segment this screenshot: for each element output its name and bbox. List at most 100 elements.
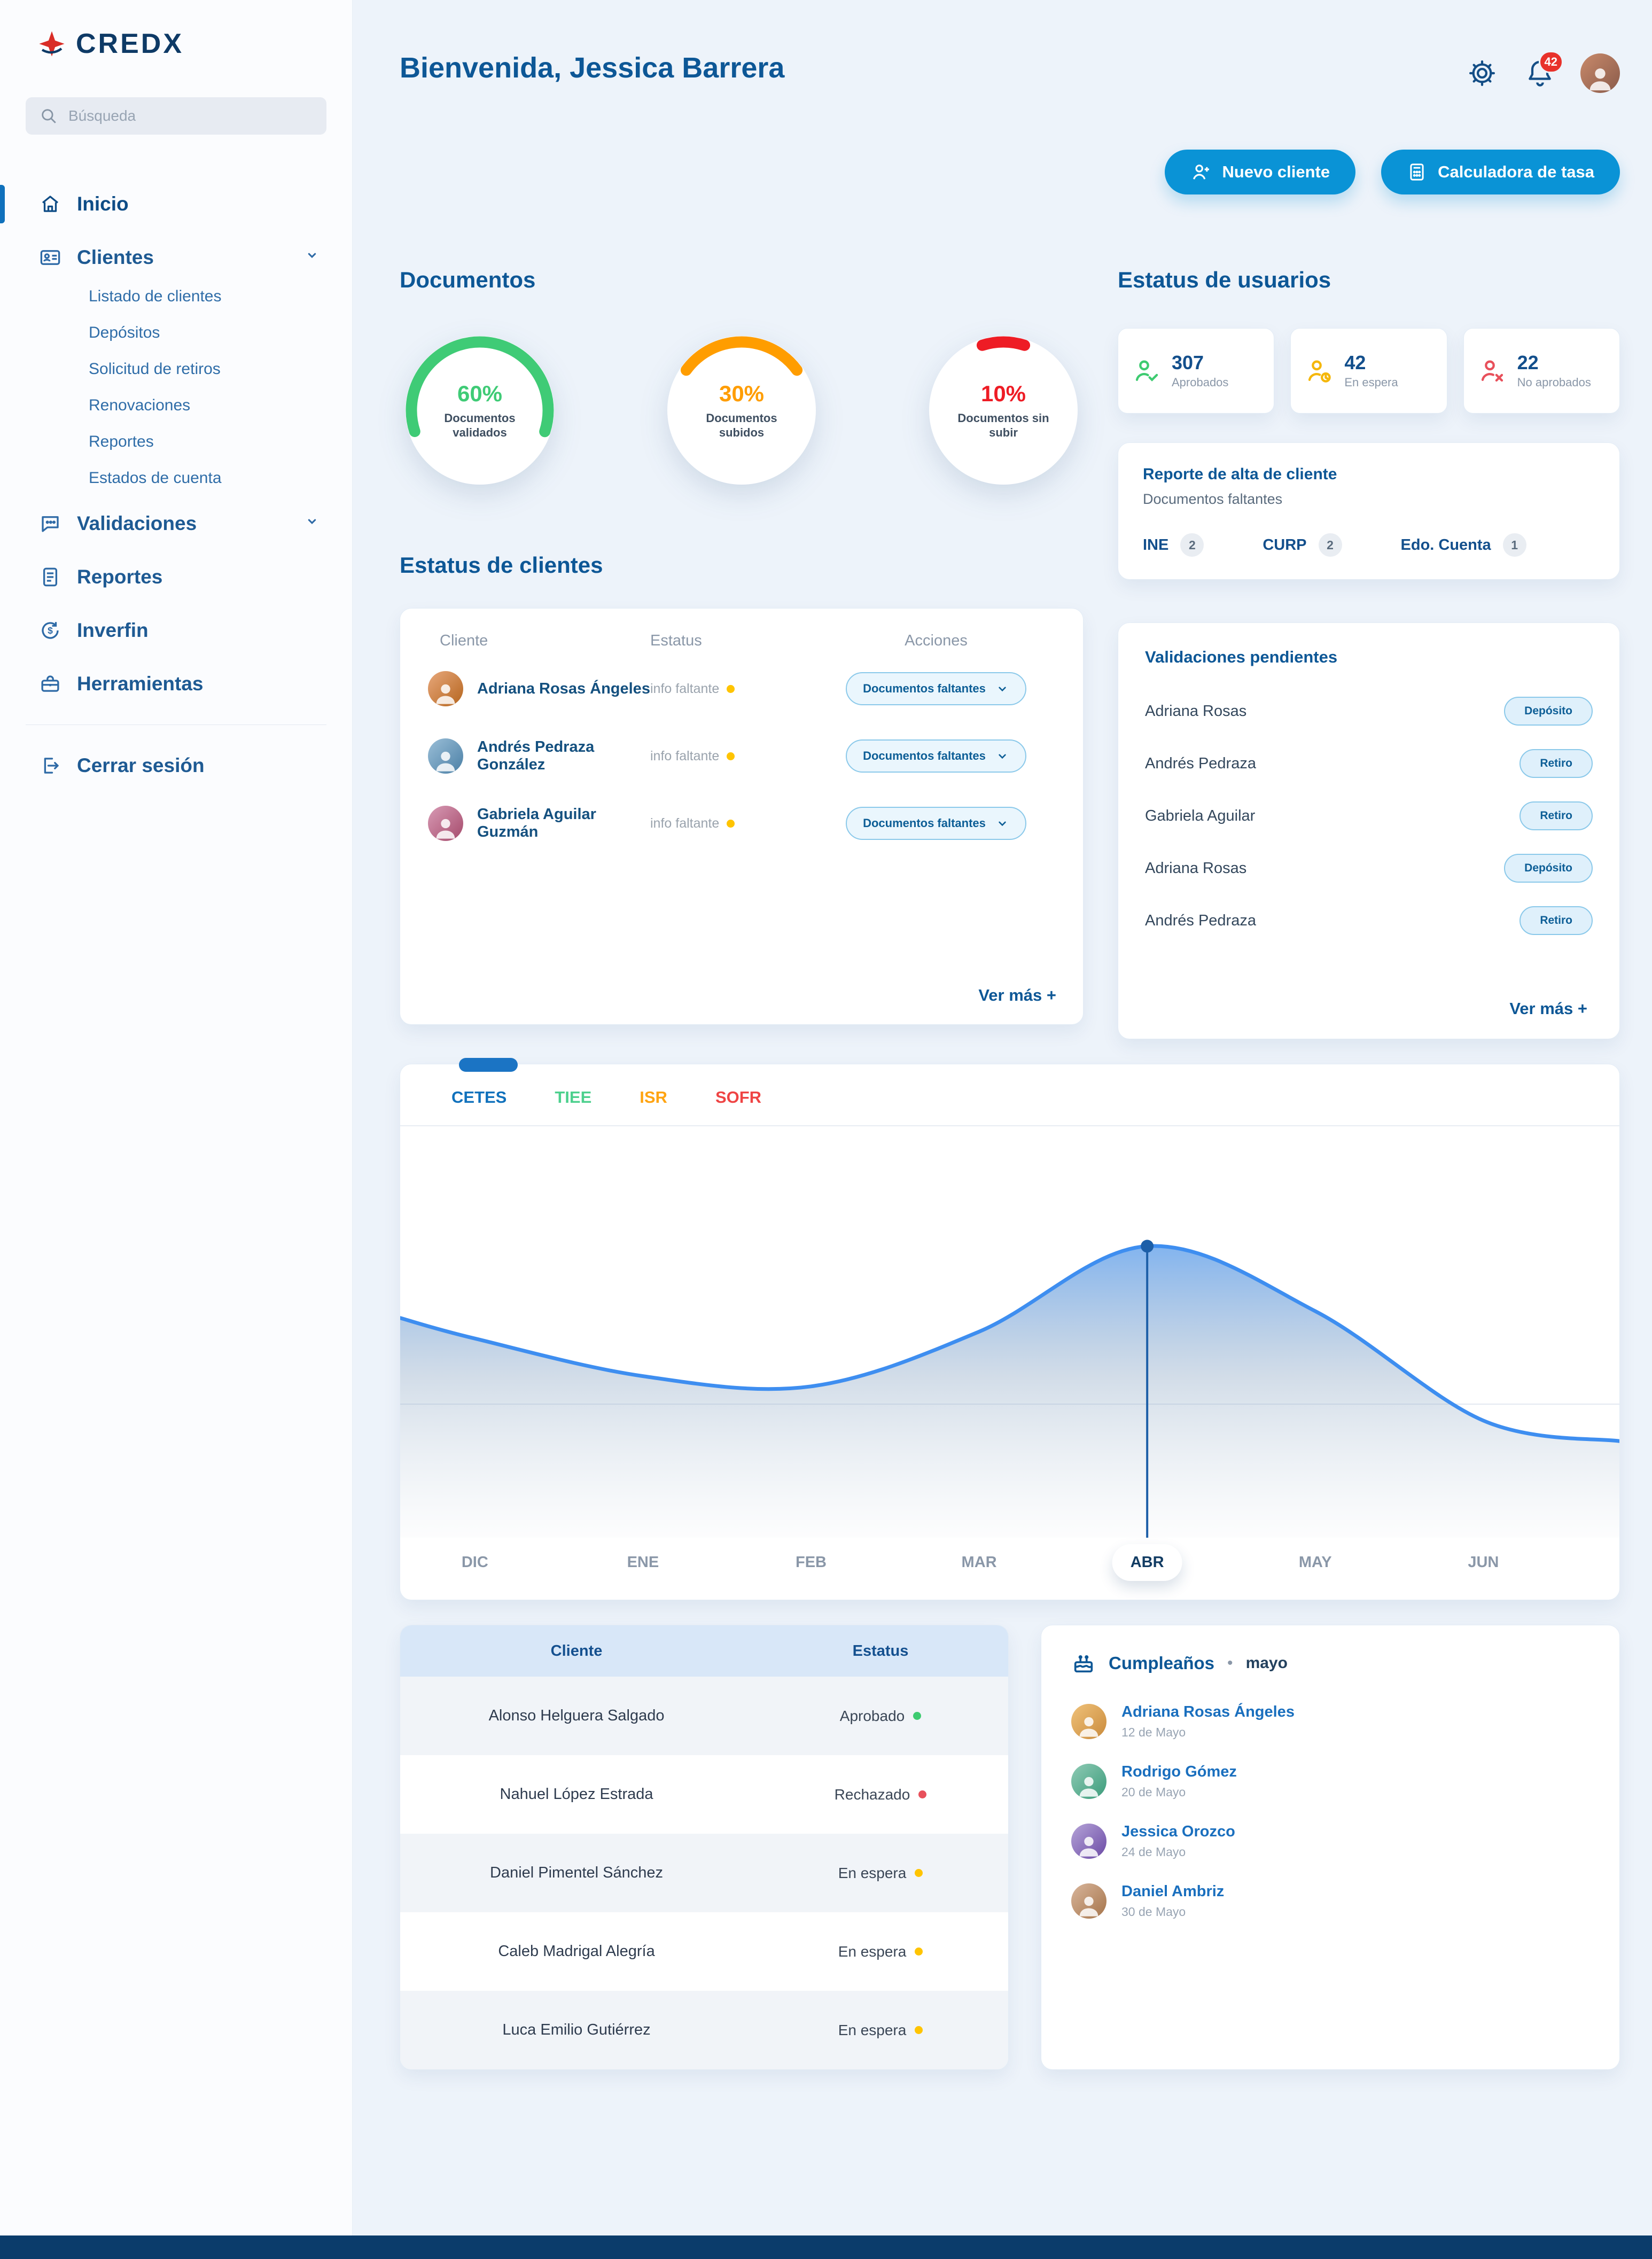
user-name: Jessica Barrera [570,52,784,84]
validation-type-button[interactable]: Retiro [1519,801,1593,830]
clients-icon [37,245,63,270]
person-plus-icon [1190,161,1212,183]
sidebar-item-inverfin[interactable]: $ Inverfin [26,604,326,657]
birthday-name: Daniel Ambriz [1121,1883,1224,1900]
notification-badge: 42 [1539,51,1563,73]
sidebar-subitem-depositos[interactable]: Depósitos [89,324,326,342]
status-dot [915,1948,923,1956]
month-dic[interactable]: DIC [462,1554,488,1571]
sidebar-subitem-estados-de-cuenta[interactable]: Estados de cuenta [89,469,326,487]
documents-donuts: 60% Documentos validados 30% Documentos … [400,330,1084,490]
birthdays-title: Cumpleaños [1109,1653,1214,1673]
search-box[interactable] [26,97,326,135]
tab-isr[interactable]: ISR [640,1088,667,1107]
rate-calculator-button[interactable]: Calculadora de tasa [1381,150,1620,194]
new-client-button[interactable]: Nuevo cliente [1165,150,1356,194]
tab-sofr[interactable]: SOFR [715,1088,761,1107]
table-row[interactable]: Nahuel López Estrada Rechazado [400,1755,1008,1834]
sidebar-item-cerrar-sesion[interactable]: Cerrar sesión [26,739,326,792]
client-name: Caleb Madrigal Alegría [400,1943,753,1960]
user-avatar[interactable] [1580,53,1620,93]
notifications-bell-icon[interactable]: 42 [1523,56,1557,90]
sidebar-item-reportes[interactable]: Reportes [26,550,326,604]
donut-label: Documentos sin subir [951,411,1056,440]
col-cliente: Cliente [400,1642,753,1660]
app-window: CREDX Inicio [0,0,1652,2235]
client-row: Gabriela Aguilar Guzmán info faltante Do… [422,790,1062,857]
list-item[interactable]: Adriana Rosas Ángeles 12 de Mayo [1071,1703,1589,1740]
count-badge: 1 [1503,533,1526,557]
table-row[interactable]: Alonso Helguera Salgado Aprobado [400,1677,1008,1755]
sidebar: CREDX Inicio [0,0,353,2235]
sidebar-item-label: Herramientas [77,673,204,695]
col-estatus: Estatus [753,1642,1008,1660]
documentos-faltantes-button[interactable]: Documentos faltantes [846,672,1026,705]
month-ene[interactable]: ENE [627,1554,659,1571]
validation-row: Andrés Pedraza Retiro [1145,737,1593,790]
documents-title: Documentos [400,267,1084,293]
tab-cetes[interactable]: CETES [451,1088,506,1107]
client-status-label: info faltante [650,681,719,697]
search-input[interactable] [68,107,313,124]
table-row[interactable]: Caleb Madrigal Alegría En espera [400,1912,1008,1991]
stat-card-no-aprobados: 22 No aprobados [1463,328,1620,414]
validation-client-name: Andrés Pedraza [1145,755,1256,773]
month-mar[interactable]: MAR [962,1554,997,1571]
sidebar-subitem-reportes[interactable]: Reportes [89,433,326,451]
month-may[interactable]: MAY [1299,1554,1332,1571]
list-item[interactable]: Rodrigo Gómez 20 de Mayo [1071,1763,1589,1800]
birthdays-month: mayo [1246,1654,1288,1672]
birthday-avatar [1071,1764,1106,1799]
list-item[interactable]: Daniel Ambriz 30 de Mayo [1071,1883,1589,1919]
stat-label: Aprobados [1172,376,1228,390]
stat-label: En espera [1344,376,1398,390]
see-more-link[interactable]: Ver más + [422,986,1062,1005]
table-row[interactable]: Luca Emilio Gutiérrez En espera [400,1991,1008,2069]
month-jun[interactable]: JUN [1468,1554,1499,1571]
sidebar-subitem-renovaciones[interactable]: Renovaciones [89,396,326,415]
report-subtitle: Documentos faltantes [1143,491,1595,508]
birthday-name: Jessica Orozco [1121,1823,1235,1841]
birthdays-header: Cumpleaños • mayo [1071,1651,1589,1676]
topbar: Bienvenida, Jessica Barrera [400,51,1620,93]
chevron-down-icon [303,512,321,535]
settings-gear-icon[interactable] [1465,56,1499,90]
report-item-ine: INE 2 [1143,533,1204,557]
see-more-link[interactable]: Ver más + [1145,999,1593,1018]
validation-type-button[interactable]: Depósito [1504,854,1593,883]
brand-star-icon [37,29,66,58]
validation-type-button[interactable]: Retiro [1519,906,1593,935]
sidebar-item-validaciones[interactable]: Validaciones [26,497,326,550]
action-label: Documentos faltantes [863,816,986,830]
month-feb[interactable]: FEB [796,1554,827,1571]
sidebar-item-inicio[interactable]: Inicio [26,177,326,231]
month-axis: DIC ENE FEB MAR ABR MAY JUN [400,1538,1619,1600]
list-item[interactable]: Jessica Orozco 24 de Mayo [1071,1823,1589,1859]
tab-tiee[interactable]: TIEE [555,1088,591,1107]
client-name: Adriana Rosas Ángeles [477,680,650,698]
clients-table-header: Cliente Estatus Acciones [422,632,1062,655]
col-acciones: Acciones [816,632,1056,650]
documentos-faltantes-button[interactable]: Documentos faltantes [846,739,1026,773]
validation-type-button[interactable]: Retiro [1519,749,1593,778]
rates-chart-card: CETES TIEE ISR SOFR [400,1064,1620,1600]
logout-icon [37,753,63,778]
calculator-icon [1407,162,1427,182]
count-badge: 2 [1319,533,1342,557]
client-status-label: info faltante [650,816,719,831]
sidebar-nav: Inicio Clientes Listado de clientes Depó… [26,177,326,792]
status-label: En espera [838,1943,907,1960]
status-label: En espera [838,1865,907,1882]
selected-point-marker[interactable] [1141,1240,1154,1252]
sidebar-item-clientes[interactable]: Clientes [26,231,326,284]
sidebar-subitem-solicitud-de-retiros[interactable]: Solicitud de retiros [89,360,326,378]
validation-type-button[interactable]: Depósito [1504,697,1593,726]
sidebar-subitem-listado-de-clientes[interactable]: Listado de clientes [89,287,326,306]
chevron-down-icon [995,682,1009,696]
sidebar-item-herramientas[interactable]: Herramientas [26,657,326,711]
action-label: Documentos faltantes [863,749,986,763]
stat-card-aprobados: 307 Aprobados [1118,328,1274,414]
documentos-faltantes-button[interactable]: Documentos faltantes [846,807,1026,840]
month-abr[interactable]: ABR [1112,1544,1182,1581]
table-row[interactable]: Daniel Pimentel Sánchez En espera [400,1834,1008,1912]
